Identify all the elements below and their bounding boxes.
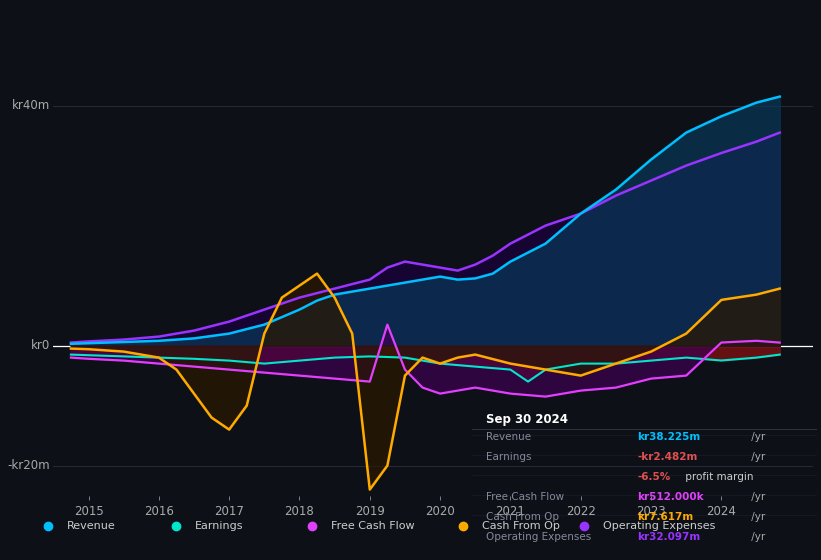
Text: kr32.097m: kr32.097m — [638, 532, 701, 542]
Text: /yr: /yr — [748, 532, 765, 542]
Text: Cash From Op: Cash From Op — [482, 521, 560, 531]
Text: kr38.225m: kr38.225m — [638, 432, 701, 442]
Text: kr0: kr0 — [31, 339, 50, 352]
Text: /yr: /yr — [748, 432, 765, 442]
Text: Operating Expenses: Operating Expenses — [486, 532, 591, 542]
Text: profit margin: profit margin — [682, 472, 754, 482]
Text: /yr: /yr — [748, 512, 765, 522]
Text: kr7.617m: kr7.617m — [638, 512, 694, 522]
Text: /yr: /yr — [748, 452, 765, 462]
Text: Sep 30 2024: Sep 30 2024 — [486, 413, 568, 426]
Text: Earnings: Earnings — [195, 521, 244, 531]
Text: Cash From Op: Cash From Op — [486, 512, 559, 522]
Text: /yr: /yr — [748, 492, 765, 502]
Text: -6.5%: -6.5% — [638, 472, 671, 482]
Text: kr512.000k: kr512.000k — [638, 492, 704, 502]
Text: Operating Expenses: Operating Expenses — [603, 521, 715, 531]
Text: Free Cash Flow: Free Cash Flow — [486, 492, 564, 502]
Text: Earnings: Earnings — [486, 452, 531, 462]
Text: Free Cash Flow: Free Cash Flow — [331, 521, 415, 531]
Text: Revenue: Revenue — [67, 521, 116, 531]
Text: -kr20m: -kr20m — [7, 459, 50, 472]
Text: Revenue: Revenue — [486, 432, 531, 442]
Text: -kr2.482m: -kr2.482m — [638, 452, 698, 462]
Text: kr40m: kr40m — [12, 99, 50, 112]
